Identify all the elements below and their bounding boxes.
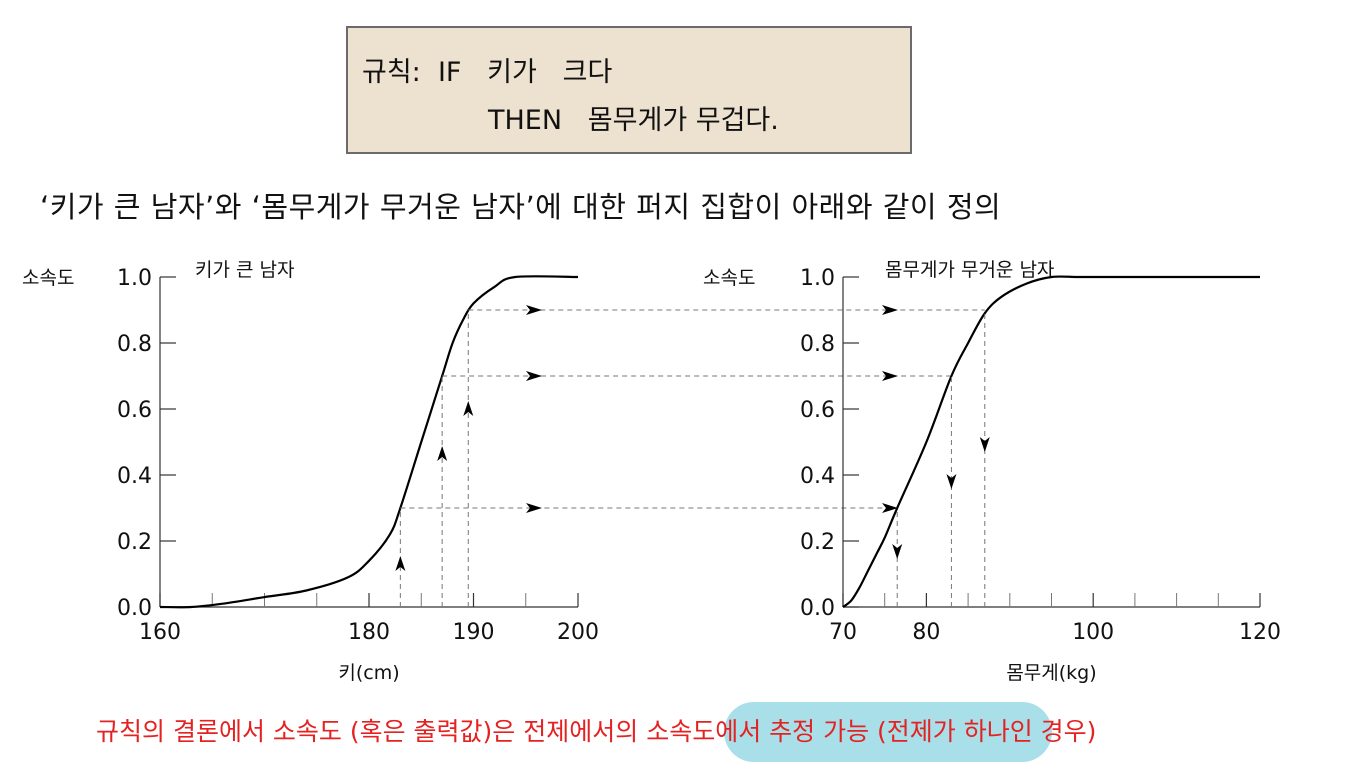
y-tick-label: 0.0 [800,596,835,621]
fuzzy-membership-charts: 0.0 0.2 0.4 0.6 0.8 1.0 160 180 190 200 소속도 키가 큰 남자… [22,259,1281,684]
x-tick-label: 80 [912,620,940,645]
output-arrow [979,437,990,452]
y-tick-label: 0.4 [800,464,835,489]
y-tick-label: 0.2 [800,530,835,555]
y-tick-label: 1.0 [800,266,835,291]
y-tick-label: 0.6 [800,398,835,423]
output-arrow [946,474,957,489]
connector-arrow [882,503,898,513]
input-arrow [395,556,406,571]
conclusion-note: 규칙의 결론에서 소속도 (혹은 출력값)은 전제에서의 소속도에서 추정 가능… [96,717,1097,746]
chart-title: 몸무게가 무거운 남자 [885,259,1054,281]
x-tick-label: 70 [829,620,857,645]
highlight-oval [724,702,1052,762]
y-axis-label: 소속도 [703,267,755,289]
x-axis-label: 키(cm) [338,662,399,684]
connector-arrow [526,305,542,315]
y-tick-label: 0.2 [117,530,152,555]
y-tick-label: 0.6 [117,398,152,423]
y-tick-label: 1.0 [117,266,152,291]
x-tick-label: 160 [139,620,181,645]
membership-curve [842,275,1260,608]
y-tick-label: 0.4 [117,464,152,489]
y-tick-label: 0.0 [117,596,152,621]
fuzzy-set-description: ‘키가 큰 남자’와 ‘몸무게가 무거운 남자’에 대한 퍼지 집합이 아래와 … [40,190,1002,224]
x-tick-label: 190 [453,620,495,645]
connector-arrow [882,305,898,315]
x-tick-label: 100 [1072,620,1114,645]
connector-arrow [526,371,542,381]
weight-membership-chart: 0.0 0.2 0.4 0.6 0.8 1.0 70 80 100 120 소속도 몸무게가 무거운 … [703,259,1281,684]
membership-curve [159,275,579,609]
rule-if-line: 규칙: IF 키가 크다 [362,57,613,88]
connector-arrow [882,371,898,381]
x-tick-label: 120 [1239,620,1281,645]
rule-box: 규칙: IF 키가 크다 THEN 몸무게가 무겁다. [346,26,912,154]
y-tick-label: 0.8 [117,332,152,357]
y-axis-label: 소속도 [22,267,74,289]
rule-then-line: THEN 몸무게가 무겁다. [488,105,779,136]
x-axis-label: 몸무게(kg) [1006,662,1096,684]
output-arrow [892,544,903,559]
x-tick-label: 180 [348,620,390,645]
x-tick-label: 200 [557,620,599,645]
input-arrow [437,446,448,461]
height-membership-chart: 0.0 0.2 0.4 0.6 0.8 1.0 160 180 190 200 소속도 키가 큰 남자… [22,259,985,684]
y-tick-label: 0.8 [800,332,835,357]
connector-arrow [526,503,542,513]
input-arrow [463,401,474,416]
chart-title: 키가 큰 남자 [195,259,294,281]
